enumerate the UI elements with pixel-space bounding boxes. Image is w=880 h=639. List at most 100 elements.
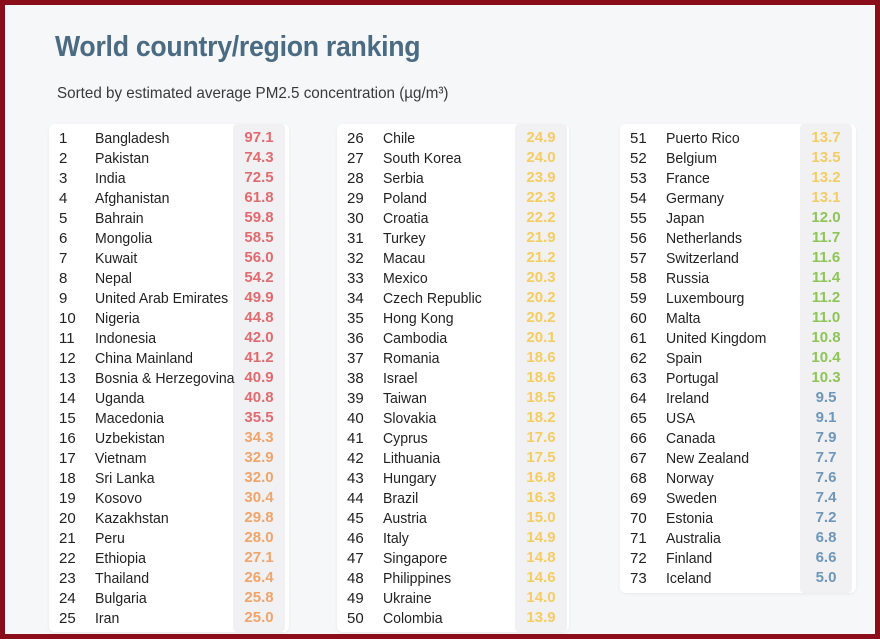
page-title: World country/region ranking (55, 31, 421, 63)
rank-number: 14 (59, 390, 76, 407)
ranking-row: 67 New Zealand 7.7 (620, 448, 856, 468)
ranking-row: 57 Switzerland 11.6 (620, 248, 856, 268)
country-name: China Mainland (95, 350, 193, 367)
rank-number: 52 (630, 150, 647, 167)
pm25-value: 41.2 (244, 349, 274, 366)
ranking-row: 60 Malta 11.0 (620, 308, 856, 328)
country-name: Ethiopia (95, 550, 146, 567)
country-name: United Arab Emirates (95, 290, 229, 307)
rank-number: 68 (630, 470, 647, 487)
pm25-value: 11.0 (811, 309, 841, 326)
country-name: Austria (383, 510, 427, 527)
rank-number: 7 (59, 250, 68, 267)
ranking-row: 6 Mongolia 58.5 (49, 228, 289, 248)
ranking-row: 11 Indonesia 42.0 (49, 328, 289, 348)
country-name: Cambodia (383, 330, 448, 347)
rank-number: 1 (59, 130, 68, 147)
pm25-value: 24.0 (526, 149, 556, 166)
pm25-value: 40.8 (244, 389, 274, 406)
rank-number: 8 (59, 270, 68, 287)
rank-number: 62 (630, 350, 647, 367)
pm25-value: 26.4 (244, 569, 274, 586)
pm25-value: 97.1 (244, 129, 274, 146)
country-name: Mongolia (95, 230, 153, 247)
ranking-row: 73 Iceland 5.0 (620, 568, 856, 588)
ranking-row: 55 Japan 12.0 (620, 208, 856, 228)
country-name: South Korea (383, 150, 462, 167)
ranking-column-3: 51 Puerto Rico 13.7 52 Belgium 13.5 53 France 13… (620, 124, 856, 593)
rank-number: 24 (59, 590, 76, 607)
pm25-value: 22.3 (526, 189, 556, 206)
rank-number: 28 (347, 170, 364, 187)
ranking-row: 52 Belgium 13.5 (620, 148, 856, 168)
pm25-value: 49.9 (244, 289, 274, 306)
pm25-value: 17.6 (526, 429, 556, 446)
ranking-row: 7 Kuwait 56.0 (49, 248, 289, 268)
ranking-row: 1 Bangladesh 97.1 (49, 128, 289, 148)
rank-number: 37 (347, 350, 364, 367)
country-name: Philippines (383, 570, 452, 587)
ranking-row: 19 Kosovo 30.4 (49, 488, 289, 508)
pm25-value: 6.6 (815, 549, 837, 566)
country-name: Belgium (666, 150, 717, 167)
country-name: Slovakia (383, 410, 437, 427)
page-subtitle: Sorted by estimated average PM2.5 concen… (57, 85, 449, 102)
rank-number: 29 (347, 190, 364, 207)
country-name: Bangladesh (95, 130, 170, 147)
pm25-value: 34.3 (244, 429, 274, 446)
pm25-value: 56.0 (244, 249, 274, 266)
pm25-value: 25.8 (244, 589, 274, 606)
country-name: Nigeria (95, 310, 140, 327)
rank-number: 36 (347, 330, 364, 347)
rank-number: 69 (630, 490, 647, 507)
rank-number: 70 (630, 510, 647, 527)
country-name: Taiwan (383, 390, 427, 407)
country-name: Canada (666, 430, 716, 447)
ranking-row: 4 Afghanistan 61.8 (49, 188, 289, 208)
country-name: Italy (383, 530, 409, 547)
pm25-value: 54.2 (244, 269, 274, 286)
rank-number: 19 (59, 490, 76, 507)
rank-number: 13 (59, 370, 76, 387)
country-name: Pakistan (95, 150, 150, 167)
country-name: France (666, 170, 710, 187)
rank-number: 21 (59, 530, 76, 547)
pm25-value: 35.5 (244, 409, 274, 426)
ranking-row: 42 Lithuania 17.5 (337, 448, 569, 468)
pm25-value: 11.4 (811, 269, 841, 286)
country-name: Cyprus (383, 430, 428, 447)
country-name: Mexico (383, 270, 428, 287)
country-name: Iran (95, 610, 120, 627)
pm25-value: 29.8 (244, 509, 274, 526)
pm25-value: 18.6 (526, 349, 556, 366)
rank-number: 32 (347, 250, 364, 267)
pm25-value: 74.3 (244, 149, 274, 166)
pm25-value: 58.5 (244, 229, 274, 246)
country-name: Malta (666, 310, 701, 327)
rank-number: 34 (347, 290, 364, 307)
ranking-row: 50 Colombia 13.9 (337, 608, 569, 628)
ranking-row: 45 Austria 15.0 (337, 508, 569, 528)
rank-number: 63 (630, 370, 647, 387)
rank-number: 59 (630, 290, 647, 307)
pm25-value: 18.5 (526, 389, 556, 406)
ranking-row: 43 Hungary 16.8 (337, 468, 569, 488)
pm25-value: 14.0 (526, 589, 556, 606)
pm25-value: 32.0 (244, 469, 274, 486)
pm25-value: 7.2 (815, 509, 837, 526)
ranking-row: 5 Bahrain 59.8 (49, 208, 289, 228)
pm25-value: 7.7 (815, 449, 837, 466)
pm25-value: 21.9 (526, 229, 556, 246)
ranking-row: 72 Finland 6.6 (620, 548, 856, 568)
ranking-row: 54 Germany 13.1 (620, 188, 856, 208)
ranking-row: 70 Estonia 7.2 (620, 508, 856, 528)
pm25-value: 20.3 (526, 269, 556, 286)
pm25-value: 24.9 (526, 129, 556, 146)
ranking-row: 2 Pakistan 74.3 (49, 148, 289, 168)
ranking-column-1: 1 Bangladesh 97.1 2 Pakistan 74.3 3 India 72.5 4 A… (49, 124, 289, 632)
ranking-row: 29 Poland 22.3 (337, 188, 569, 208)
pm25-value: 7.9 (815, 429, 837, 446)
ranking-row: 10 Nigeria 44.8 (49, 308, 289, 328)
country-name: Russia (666, 270, 710, 287)
ranking-row: 38 Israel 18.6 (337, 368, 569, 388)
